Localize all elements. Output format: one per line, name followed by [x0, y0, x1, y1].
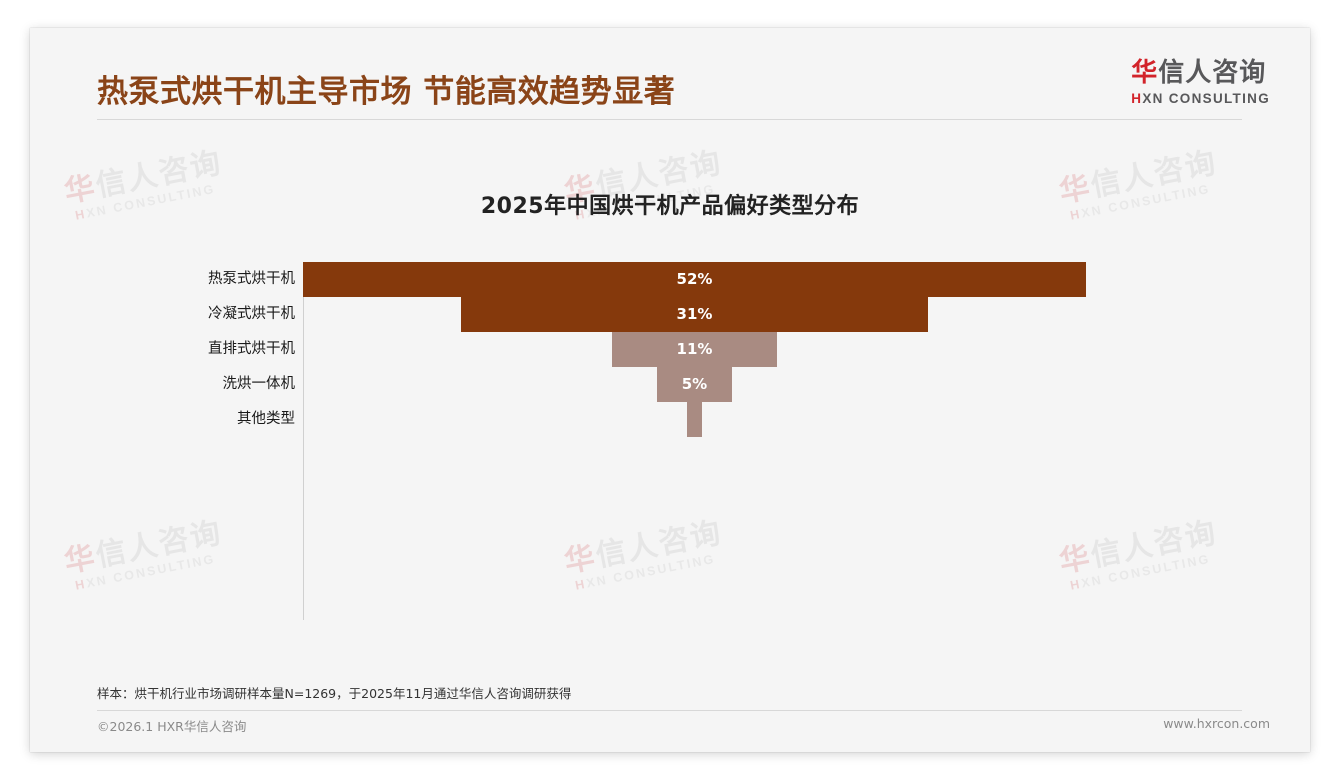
bar-value-label: 52%	[676, 270, 713, 288]
source-divider	[97, 710, 1242, 711]
logo-chinese-text: 华信人咨询	[1131, 58, 1270, 88]
source-note: 样本：烘干机行业市场调研样本量N=1269，于2025年11月通过华信人咨询调研…	[97, 683, 1242, 711]
bar-row: 洗烘一体机 5%	[170, 367, 1210, 402]
footer-website: www.hxrcon.com	[1163, 716, 1270, 731]
bar-segment: 31%	[461, 297, 928, 332]
logo-english-text: HXN CONSULTING	[1131, 91, 1270, 106]
bar-category-label: 冷凝式烘干机	[208, 306, 295, 322]
title-underline	[97, 119, 1242, 120]
bar-segment: 52%	[303, 262, 1086, 297]
chart-area: 2025年中国烘干机产品偏好类型分布 热泵式烘干机 52% 冷凝式烘干机 31% 直排式…	[30, 138, 1310, 683]
bar-segment	[686, 402, 703, 437]
bar-category-label: 直排式烘干机	[208, 341, 295, 357]
logo-en-gray: XN CONSULTING	[1142, 91, 1270, 107]
bar-row: 直排式烘干机 11%	[170, 332, 1210, 367]
slide-canvas: 华信人咨询 HXN CONSULTING 华信人咨询 HXN CONSULTING 华信…	[30, 28, 1310, 752]
bar-row: 热泵式烘干机 52%	[170, 262, 1210, 297]
bar-segment: 5%	[656, 367, 733, 402]
bar-row: 冷凝式烘干机 31%	[170, 297, 1210, 332]
bar-value-label: 31%	[676, 305, 713, 323]
page-title: 热泵式烘干机主导市场 节能高效趋势显著	[97, 74, 676, 110]
bar-category-label: 其他类型	[237, 411, 295, 427]
company-logo: 华信人咨询 HXN CONSULTING	[1131, 58, 1270, 106]
logo-en-red: H	[1131, 91, 1143, 107]
footer-copyright: ©2026.1 HXR华信人咨询	[97, 719, 247, 734]
category-axis-line	[303, 262, 304, 620]
bar-value-label	[687, 402, 702, 437]
bar-segment: 11%	[611, 332, 778, 367]
logo-cn-gray: 信人咨询	[1158, 58, 1267, 88]
logo-cn-red: 华	[1131, 58, 1159, 88]
bar-value-label: 11%	[676, 340, 713, 358]
slide-header: 热泵式烘干机主导市场 节能高效趋势显著	[30, 28, 1310, 138]
bar-row: 其他类型	[170, 402, 1210, 437]
bar-category-label: 热泵式烘干机	[208, 271, 295, 287]
bar-value-label: 5%	[681, 375, 708, 393]
chart-title: 2025年中国烘干机产品偏好类型分布	[480, 194, 860, 219]
slide-footer: ©2026.1 HXR华信人咨询 www.hxrcon.com	[30, 716, 1310, 736]
source-text: 样本：烘干机行业市场调研样本量N=1269，于2025年11月通过华信人咨询调研…	[97, 686, 572, 701]
funnel-bar-chart: 热泵式烘干机 52% 冷凝式烘干机 31% 直排式烘干机 11% 洗烘一体机 5% 其他类型	[170, 262, 1210, 632]
bar-category-label: 洗烘一体机	[222, 376, 296, 392]
